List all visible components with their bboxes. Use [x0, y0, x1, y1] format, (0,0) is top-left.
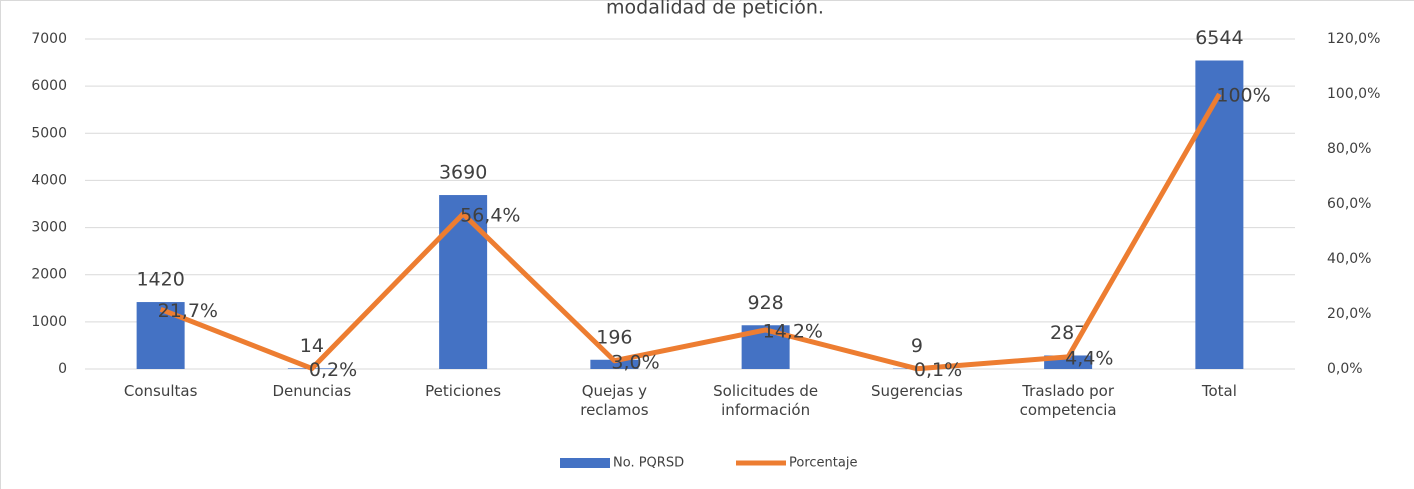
y-tick-label: 0: [58, 361, 67, 377]
bar-value-label: 3690: [439, 162, 487, 184]
legend-swatch: [560, 458, 610, 468]
bar-value-label: 928: [747, 292, 783, 314]
bar-value-label: 196: [596, 326, 632, 348]
legend-label: No. PQRSD: [613, 456, 684, 471]
y2-tick-label: 80,0%: [1327, 141, 1371, 157]
line: [159, 92, 1222, 372]
x-tick-label: Total: [1201, 382, 1237, 400]
bar: [439, 195, 488, 369]
bar-value-label: 6544: [1195, 27, 1243, 49]
y-tick-label: 1000: [31, 314, 67, 330]
y2-tick-label: 0,0%: [1327, 361, 1363, 377]
bar: [590, 359, 639, 369]
bar-value-label: 9: [911, 335, 923, 357]
y2-tick-label: 20,0%: [1327, 306, 1371, 322]
y2-tick-label: 60,0%: [1327, 196, 1371, 212]
y2-tick-label: 100,0%: [1327, 86, 1380, 102]
line-value-label: 3,0%: [611, 351, 659, 373]
line-value-label: 56,4%: [460, 204, 520, 226]
line-value-label: 100%: [1216, 85, 1270, 107]
x-tick-label: Denuncias: [272, 382, 352, 400]
y-tick-label: 6000: [31, 78, 67, 94]
y-tick-label: 5000: [31, 125, 67, 141]
y-tick-label: 2000: [31, 267, 67, 283]
line-value-label: 4,4%: [1065, 347, 1113, 369]
line-value-label: 21,7%: [158, 300, 218, 322]
x-tick-label: Quejas y reclamos: [580, 382, 649, 419]
x-tick-label: Peticiones: [425, 382, 502, 400]
line-value-label: 0,2%: [309, 359, 357, 381]
line-value-label: 0,1%: [914, 359, 962, 381]
x-tick-label: Sugerencias: [870, 382, 963, 400]
x-tick-label: Traslado por competencia: [1019, 382, 1117, 419]
bar-value-label: 1420: [136, 269, 184, 291]
y2-tick-label: 120,0%: [1327, 31, 1380, 47]
bar: [1195, 60, 1244, 370]
y-tick-label: 3000: [31, 220, 67, 236]
bar-value-label: 14: [300, 335, 324, 357]
y-tick-label: 7000: [31, 31, 67, 47]
x-tick-label: Consultas: [123, 382, 198, 400]
y-tick-label: 4000: [31, 172, 67, 188]
legend-label: Porcentaje: [789, 456, 857, 471]
x-tick-label: Solicitudes de información: [713, 382, 819, 419]
chart-title: modalidad de petición.: [606, 0, 824, 19]
line-value-label: 14,2%: [763, 320, 823, 342]
y2-tick-label: 40,0%: [1327, 251, 1371, 267]
